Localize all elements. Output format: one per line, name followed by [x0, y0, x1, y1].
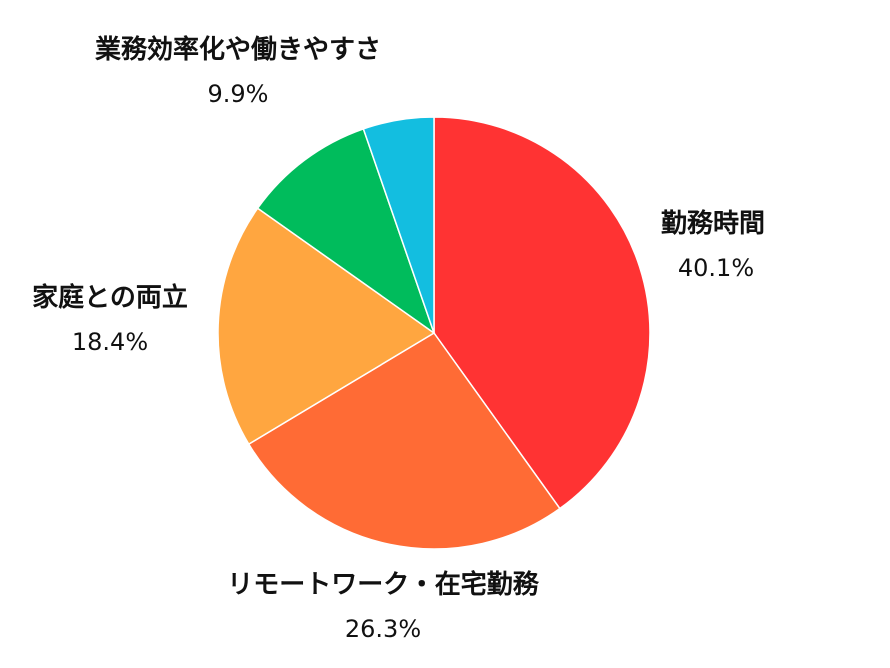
pie-labels: 勤務時間 40.1% リモートワーク・在宅勤務 26.3% 家庭との両立 18.4% 業務効…	[32, 34, 765, 643]
slice-value-label-1: 26.3%	[345, 615, 421, 643]
pie-slice-0	[433, 116, 651, 510]
slice-label-2: 家庭との両立	[32, 282, 188, 313]
pie-slices	[217, 116, 651, 550]
pie-slice-1	[247, 332, 561, 550]
slice-label-3: 業務効率化や働きやすさ	[95, 34, 381, 65]
pie-slice-4	[362, 116, 435, 334]
pie-slice-3	[256, 127, 436, 335]
slice-label-0: 勤務時間	[661, 209, 765, 239]
slice-value-label-0: 40.1%	[678, 254, 754, 282]
pie-slice-2	[217, 207, 436, 446]
slice-value-label-2: 18.4%	[72, 328, 148, 356]
slice-value-label-3: 9.9%	[208, 80, 269, 108]
slice-label-1: リモートワーク・在宅勤務	[227, 569, 539, 600]
